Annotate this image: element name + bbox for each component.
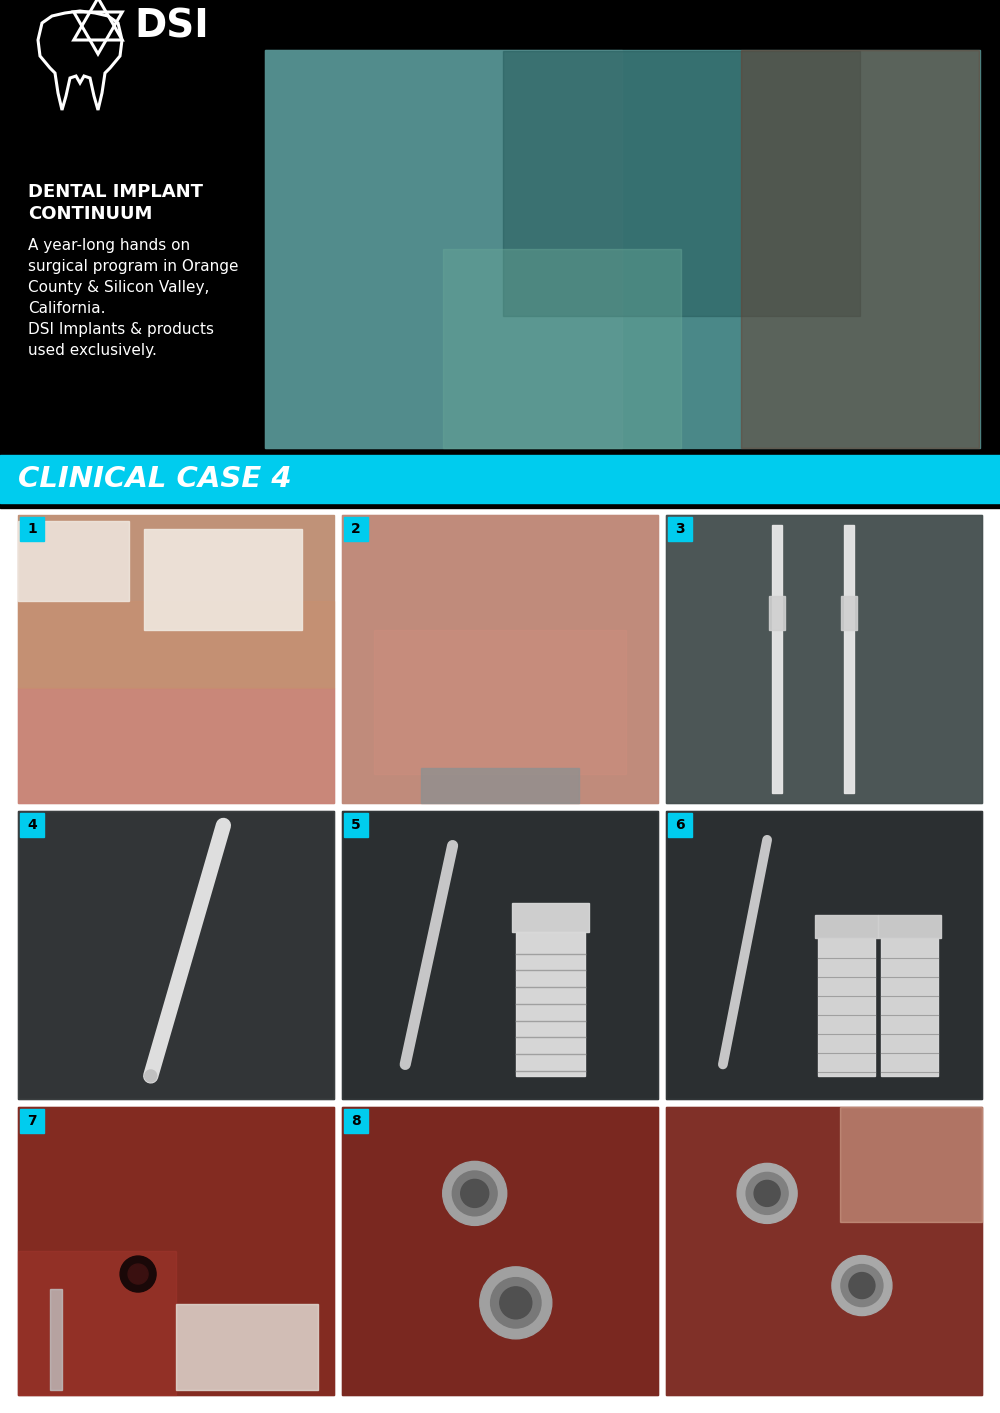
Bar (421, 769, 579, 803)
Bar (772, 526, 782, 793)
Bar (18, 1251, 176, 1395)
Bar (344, 1109, 368, 1133)
Text: used exclusively.: used exclusively. (28, 343, 157, 357)
Bar (666, 1106, 982, 1395)
Bar (342, 811, 658, 1099)
Bar (344, 517, 368, 541)
Bar (878, 914, 941, 938)
Bar (176, 1304, 318, 1390)
Text: CONTINUUM: CONTINUUM (28, 205, 152, 223)
Text: 7: 7 (27, 1113, 37, 1128)
Bar (769, 596, 785, 630)
Bar (18, 688, 334, 803)
Text: 4: 4 (27, 818, 37, 832)
Text: 1: 1 (27, 521, 37, 536)
Bar (18, 1106, 334, 1395)
Bar (18, 514, 334, 803)
Circle shape (461, 1180, 489, 1207)
Circle shape (746, 1173, 788, 1214)
Text: California.: California. (28, 301, 106, 317)
Circle shape (500, 1287, 532, 1318)
Bar (342, 514, 658, 803)
Bar (666, 1106, 982, 1395)
Bar (666, 811, 982, 1099)
Bar (815, 914, 878, 938)
Bar (0, 455, 1000, 503)
Text: CLINICAL CASE 4: CLINICAL CASE 4 (18, 465, 292, 493)
Bar (668, 812, 692, 836)
Circle shape (452, 1171, 497, 1215)
Bar (20, 1109, 44, 1133)
Circle shape (491, 1277, 541, 1328)
Bar (144, 530, 302, 630)
Bar (265, 49, 980, 448)
Bar (265, 49, 622, 448)
Bar (374, 630, 626, 774)
Bar (0, 458, 1000, 509)
Bar (18, 811, 334, 1099)
Text: 3: 3 (675, 521, 685, 536)
Circle shape (754, 1180, 780, 1207)
Bar (342, 514, 658, 803)
Text: County & Silicon Valley,: County & Silicon Valley, (28, 280, 209, 295)
Bar (18, 602, 334, 688)
Bar (668, 517, 692, 541)
Bar (50, 1289, 62, 1390)
Bar (443, 249, 681, 448)
Bar (344, 812, 368, 836)
Bar (841, 596, 857, 630)
Bar (20, 517, 44, 541)
Bar (503, 51, 860, 317)
Bar (342, 811, 658, 1099)
Circle shape (841, 1265, 883, 1307)
Bar (20, 812, 44, 836)
Text: 5: 5 (351, 818, 361, 832)
Bar (0, 509, 1000, 1413)
Circle shape (443, 1161, 507, 1225)
Bar (18, 811, 334, 1099)
Bar (666, 514, 982, 803)
Text: 2: 2 (351, 521, 361, 536)
Text: DSI: DSI (134, 7, 209, 45)
Text: 8: 8 (351, 1113, 361, 1128)
Bar (342, 1106, 658, 1395)
Text: DSI Implants & products: DSI Implants & products (28, 322, 214, 336)
Bar (844, 526, 854, 793)
Bar (516, 933, 585, 1075)
Bar (666, 514, 982, 803)
Circle shape (145, 1070, 157, 1082)
Text: 6: 6 (675, 818, 685, 832)
Bar (881, 938, 938, 1075)
Circle shape (832, 1256, 892, 1316)
Circle shape (737, 1163, 797, 1224)
Bar (666, 811, 982, 1099)
Bar (741, 49, 979, 448)
Bar (18, 1106, 334, 1395)
Bar (0, 0, 1000, 458)
Circle shape (480, 1267, 552, 1340)
Bar (18, 521, 129, 602)
Text: DENTAL IMPLANT: DENTAL IMPLANT (28, 184, 203, 201)
Circle shape (120, 1256, 156, 1291)
Text: surgical program in Orange: surgical program in Orange (28, 259, 239, 274)
Bar (840, 1106, 982, 1222)
Text: A year-long hands on: A year-long hands on (28, 237, 190, 253)
Bar (342, 1106, 658, 1395)
Bar (512, 903, 589, 933)
Bar (818, 938, 875, 1075)
Circle shape (128, 1265, 148, 1284)
Circle shape (849, 1273, 875, 1299)
